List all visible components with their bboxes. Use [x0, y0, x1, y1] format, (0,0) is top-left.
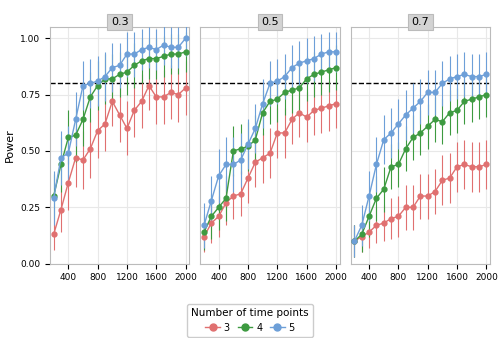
Legend: 3, 4, 5: 3, 4, 5: [188, 304, 312, 337]
Text: Sample size: Sample size: [216, 327, 284, 337]
Title: 0.5: 0.5: [261, 17, 279, 27]
Title: 0.3: 0.3: [111, 17, 128, 27]
Y-axis label: Power: Power: [4, 128, 15, 162]
Title: 0.7: 0.7: [412, 17, 430, 27]
